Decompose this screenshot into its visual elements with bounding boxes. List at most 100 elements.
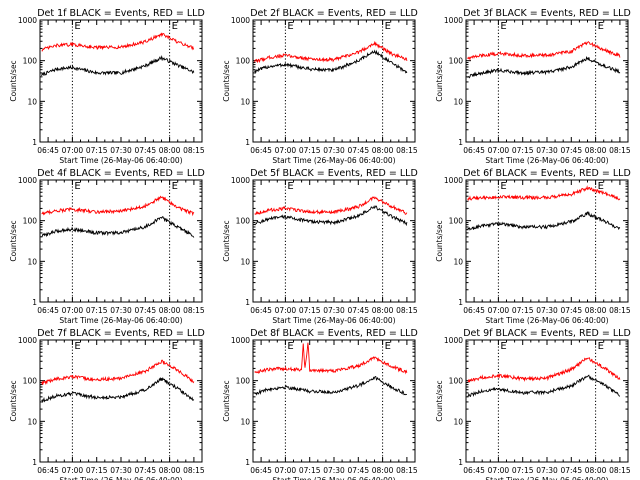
y-tick-label: 1 bbox=[32, 138, 37, 147]
x-tick-label: 07:45 bbox=[134, 306, 156, 315]
x-tick-label: 07:30 bbox=[536, 466, 558, 475]
x-tick-label: 07:45 bbox=[134, 466, 156, 475]
x-axis-label: Start Time (26-May-06 06:40:00) bbox=[59, 156, 182, 165]
y-tick-label: 100 bbox=[236, 377, 251, 386]
x-tick-label: 07:15 bbox=[512, 146, 534, 155]
x-tick-label: 07:00 bbox=[62, 146, 84, 155]
y-tick-label: 1 bbox=[458, 138, 463, 147]
x-tick-label: 08:15 bbox=[609, 146, 631, 155]
y-tick-label: 1000 bbox=[231, 336, 250, 345]
x-tick-label: 07:30 bbox=[110, 466, 132, 475]
marker-label: E bbox=[287, 181, 293, 192]
y-tick-label: 10 bbox=[27, 417, 37, 426]
marker-label: E bbox=[172, 341, 178, 352]
series-lld-line bbox=[41, 32, 195, 52]
x-tick-label: 08:15 bbox=[183, 466, 205, 475]
panel-det-3: Det 3f BLACK = Events, RED = LLD 1 10 100 10… bbox=[435, 8, 631, 165]
marker-label: E bbox=[74, 181, 80, 192]
y-tick-label: 100 bbox=[236, 217, 251, 226]
x-tick-label: 08:00 bbox=[159, 306, 181, 315]
panel-title: Det 8f BLACK = Events, RED = LLD bbox=[250, 328, 418, 339]
plot-frame bbox=[252, 179, 416, 303]
y-tick-label: 10 bbox=[27, 97, 37, 106]
x-axis-label: Start Time (26-May-06 06:40:00) bbox=[272, 476, 395, 480]
x-tick-label: 08:15 bbox=[396, 146, 418, 155]
series-events-line bbox=[41, 376, 195, 403]
x-tick-label: 06:45 bbox=[250, 146, 272, 155]
panel-det-6: Det 6f BLACK = Events, RED = LLD 1 10 100 10… bbox=[435, 168, 631, 325]
series-events-line bbox=[467, 374, 620, 398]
x-tick-label: 08:00 bbox=[585, 146, 607, 155]
x-tick-label: 07:00 bbox=[275, 466, 297, 475]
marker-label: E bbox=[74, 21, 80, 32]
series-events-line bbox=[254, 375, 408, 396]
y-axis-label: Counts/sec bbox=[222, 60, 231, 101]
marker-label: E bbox=[385, 341, 391, 352]
x-tick-label: 08:15 bbox=[396, 466, 418, 475]
y-tick-label: 1000 bbox=[18, 176, 37, 185]
x-tick-label: 08:00 bbox=[372, 146, 394, 155]
y-axis-label: Counts/sec bbox=[222, 220, 231, 261]
y-tick-label: 1 bbox=[458, 458, 463, 467]
x-tick-label: 07:45 bbox=[347, 306, 369, 315]
y-tick-label: 10 bbox=[240, 97, 250, 106]
x-tick-label: 07:30 bbox=[323, 466, 345, 475]
x-tick-label: 07:45 bbox=[347, 146, 369, 155]
series-events-line bbox=[41, 54, 195, 77]
marker-label: E bbox=[500, 21, 506, 32]
series-events-line bbox=[41, 216, 195, 238]
x-tick-label: 07:15 bbox=[86, 306, 108, 315]
x-tick-label: 07:00 bbox=[488, 146, 510, 155]
x-tick-label: 07:30 bbox=[110, 146, 132, 155]
x-tick-label: 07:00 bbox=[488, 466, 510, 475]
series-lld-line bbox=[254, 196, 408, 215]
panel-title: Det 4f BLACK = Events, RED = LLD bbox=[37, 168, 205, 179]
y-axis-label: Counts/sec bbox=[435, 380, 444, 421]
x-tick-label: 08:00 bbox=[585, 466, 607, 475]
panel-det-2: Det 2f BLACK = Events, RED = LLD 1 10 100 10… bbox=[222, 8, 418, 165]
y-tick-label: 1000 bbox=[231, 16, 250, 25]
panel-det-5: Det 5f BLACK = Events, RED = LLD 1 10 100 10… bbox=[222, 168, 418, 325]
x-tick-label: 07:15 bbox=[512, 306, 534, 315]
marker-label: E bbox=[500, 341, 506, 352]
series-lld-line bbox=[467, 40, 621, 61]
marker-label: E bbox=[598, 181, 604, 192]
series-events-line bbox=[467, 55, 621, 79]
marker-label: E bbox=[385, 181, 391, 192]
x-tick-label: 08:15 bbox=[183, 306, 205, 315]
y-axis-label: Counts/sec bbox=[435, 220, 444, 261]
x-tick-label: 08:15 bbox=[609, 466, 631, 475]
y-tick-label: 10 bbox=[453, 97, 463, 106]
marker-label: E bbox=[598, 21, 604, 32]
series-events-line bbox=[254, 205, 408, 227]
series-events-line bbox=[467, 210, 621, 231]
x-tick-label: 07:30 bbox=[536, 306, 558, 315]
panel-det-9: Det 9f BLACK = Events, RED = LLD 1 10 100 10… bbox=[435, 328, 631, 480]
y-axis-label: Counts/sec bbox=[9, 220, 18, 261]
panel-title: Det 6f BLACK = Events, RED = LLD bbox=[463, 168, 631, 179]
marker-label: E bbox=[172, 181, 178, 192]
x-tick-label: 08:00 bbox=[585, 306, 607, 315]
panel-title: Det 2f BLACK = Events, RED = LLD bbox=[250, 8, 418, 19]
series-events-line bbox=[254, 49, 408, 74]
y-tick-label: 1 bbox=[245, 298, 250, 307]
marker-label: E bbox=[598, 341, 604, 352]
x-tick-label: 06:45 bbox=[37, 146, 59, 155]
plot-frame bbox=[465, 339, 629, 463]
x-tick-label: 06:45 bbox=[250, 306, 272, 315]
x-tick-label: 08:00 bbox=[372, 306, 394, 315]
x-tick-label: 08:15 bbox=[183, 146, 205, 155]
y-axis-label: Counts/sec bbox=[222, 380, 231, 421]
y-tick-label: 10 bbox=[453, 257, 463, 266]
series-lld-line bbox=[467, 185, 621, 201]
x-tick-label: 08:15 bbox=[396, 306, 418, 315]
plot-frame bbox=[39, 179, 203, 303]
x-tick-label: 07:15 bbox=[299, 306, 321, 315]
x-tick-label: 06:45 bbox=[463, 146, 485, 155]
x-axis-label: Start Time (26-May-06 06:40:00) bbox=[272, 156, 395, 165]
y-tick-label: 1 bbox=[245, 138, 250, 147]
series-lld-line bbox=[41, 359, 195, 385]
x-tick-label: 07:00 bbox=[488, 306, 510, 315]
x-tick-label: 07:45 bbox=[560, 146, 582, 155]
